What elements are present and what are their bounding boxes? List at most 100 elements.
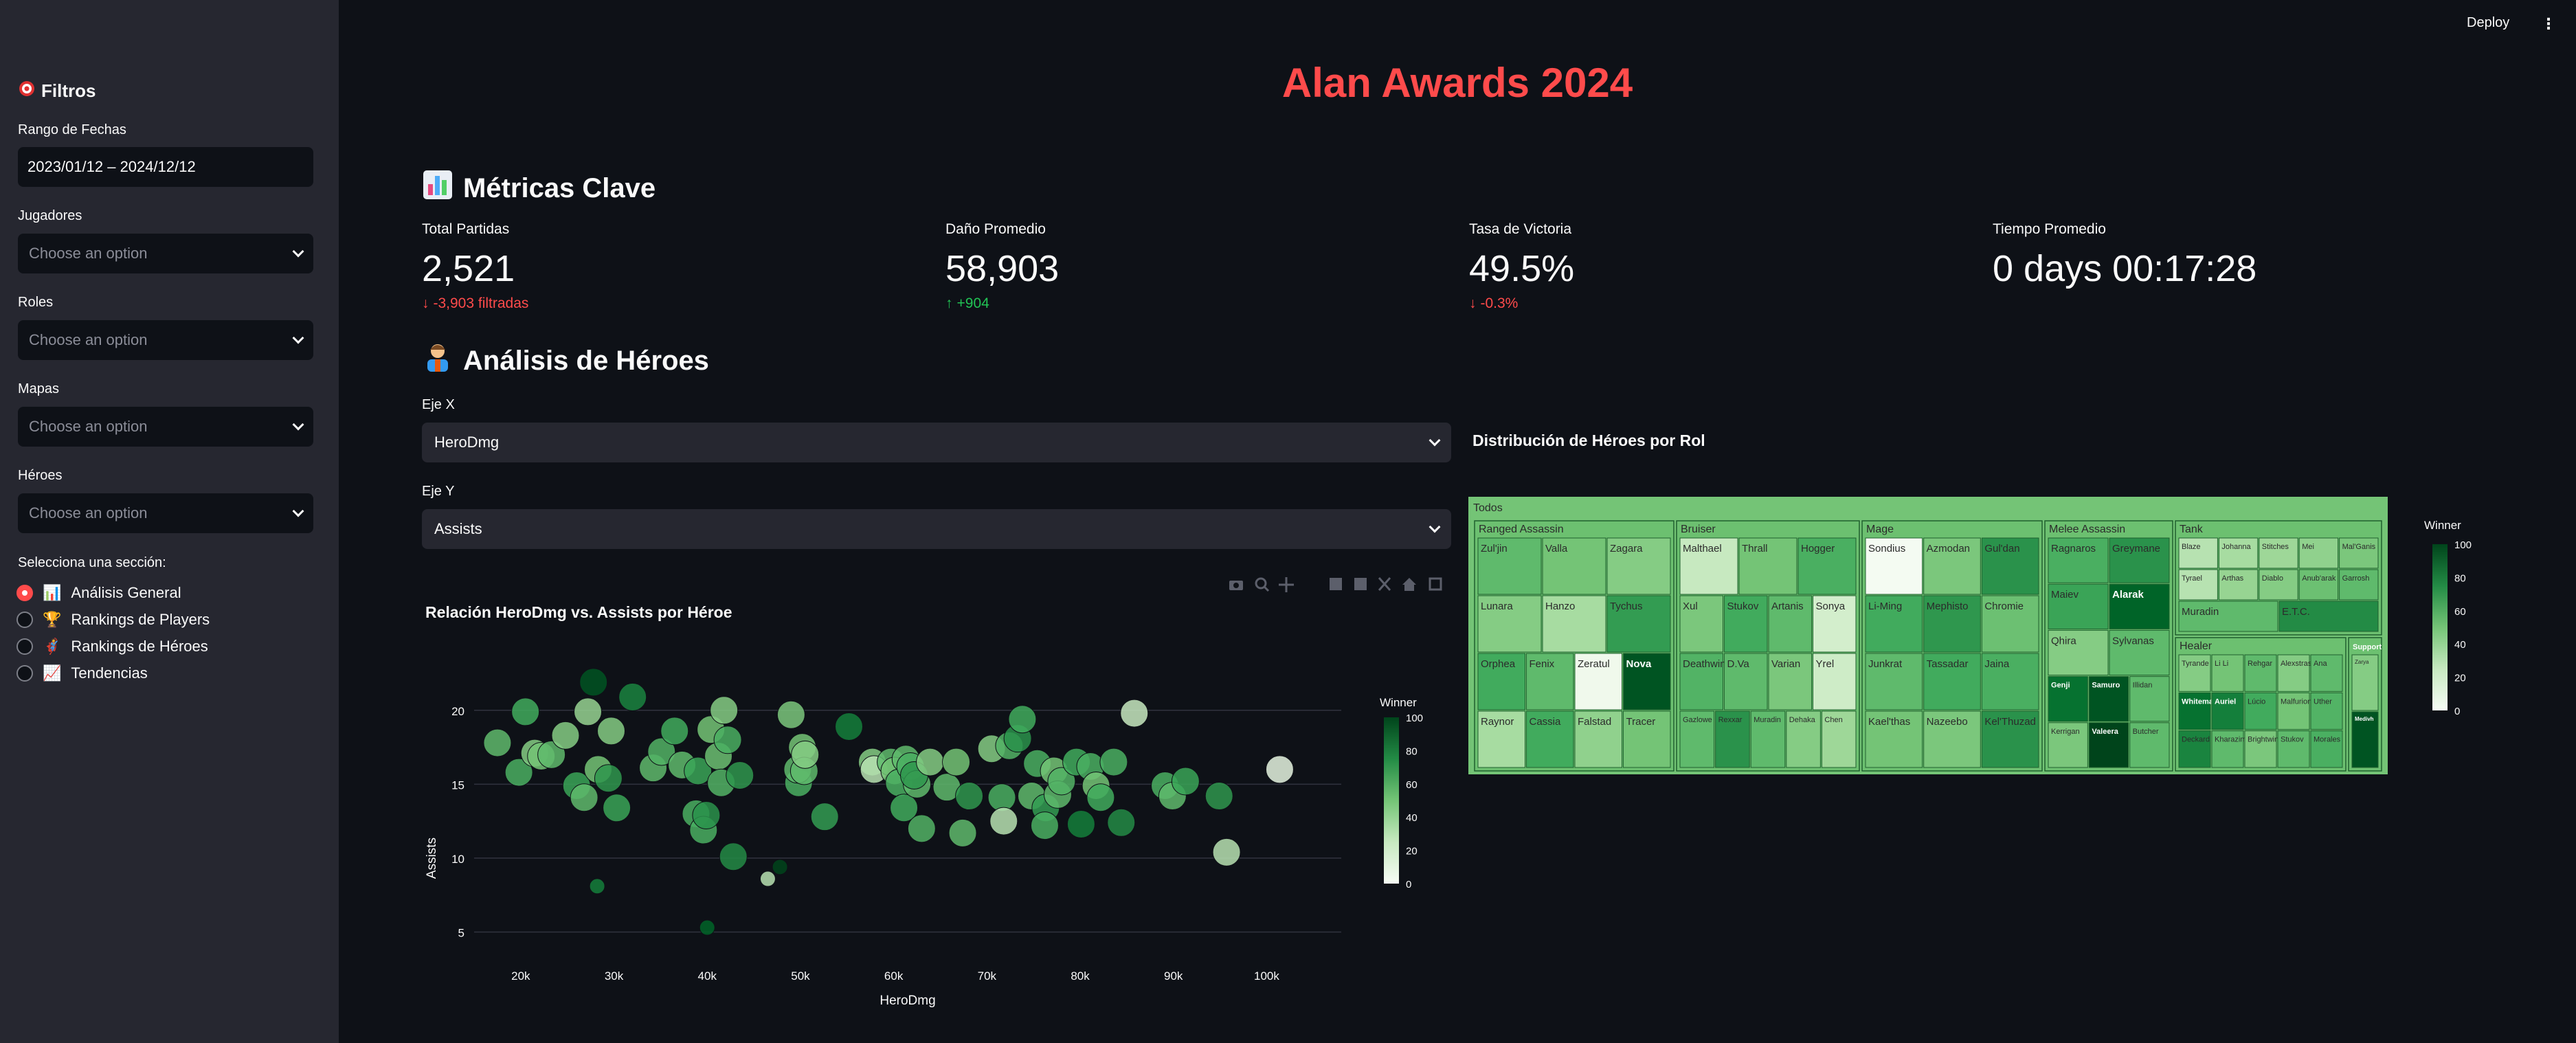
pan-icon[interactable]	[1279, 577, 1294, 592]
colorbar-tick: 80	[2454, 572, 2466, 584]
y-tick-label: 10	[451, 853, 464, 866]
radio-analisis-general[interactable]: 📊 Análisis General	[16, 584, 181, 602]
trend-chart-icon: 📈	[43, 664, 62, 682]
scatter-point	[603, 794, 631, 822]
scatter-chart[interactable]: 5 10 15 20 20k 30k 40k 50k 60k 70k 80k 90k 100k HeroD…	[412, 660, 1457, 1010]
date-range-value: 2023/01/12 – 2024/12/12	[27, 158, 196, 175]
treemap-role-group: Tank Blaze Johanna Stitches Mei Mal'Ganis Tyra…	[2175, 520, 2382, 636]
treemap-hero-label: Varian	[1771, 658, 1800, 670]
treemap-hero-cell	[2129, 676, 2170, 722]
scatter-point	[1107, 808, 1136, 837]
scatter-point	[699, 919, 715, 936]
radio-rankings-heroes[interactable]: 🦸 Rankings de Héroes	[16, 638, 208, 655]
treemap-hero-cell	[2211, 654, 2244, 692]
treemap-hero-label: Genji	[2051, 682, 2070, 690]
axis-x-select[interactable]: HeroDmg	[422, 423, 1451, 462]
treemap-hero-label: Diablo	[2262, 574, 2283, 583]
treemap-hero-cell	[1981, 710, 2039, 768]
treemap-hero-cell	[1526, 653, 1574, 710]
sidebar-title: Filtros	[18, 80, 96, 102]
treemap-hero-label: Junkrat	[1868, 658, 1903, 670]
maps-select[interactable]: Choose an option	[18, 407, 313, 447]
zoom-in-icon[interactable]	[1330, 578, 1342, 590]
roles-label: Roles	[18, 295, 54, 310]
treemap-hero-label: Uther	[2314, 697, 2332, 706]
scatter-point	[1030, 811, 1059, 840]
scatter-point	[511, 697, 540, 726]
autoscale-icon[interactable]	[1378, 577, 1391, 591]
treemap-hero-cell	[1821, 710, 1857, 768]
radio-tendencias[interactable]: 📈 Tendencias	[16, 664, 148, 682]
radio-unselected-icon[interactable]	[16, 612, 33, 628]
scatter-point	[594, 764, 623, 793]
zoom-icon[interactable]	[1255, 577, 1270, 592]
treemap-hero-cell	[1813, 595, 1857, 653]
fullscreen-icon[interactable]	[1429, 577, 1442, 591]
chevron-down-icon	[1429, 521, 1441, 533]
heroes-select[interactable]: Choose an option	[18, 493, 313, 533]
treemap-hero-cell	[1865, 595, 1923, 653]
radio-selected-icon[interactable]	[16, 585, 33, 601]
radio-rankings-players[interactable]: 🏆 Rankings de Players	[16, 611, 210, 629]
treemap-hero-label: Illidan	[2133, 682, 2153, 690]
metric-delta: ↓ -3,903 filtradas	[422, 295, 903, 312]
kebab-menu-icon[interactable]: ⋮	[2541, 15, 2556, 32]
treemap-hero-cell	[2211, 730, 2244, 768]
radio-unselected-icon[interactable]	[16, 665, 33, 682]
treemap-hero-cell	[1477, 710, 1525, 768]
treemap-hero-label: Deathwing	[1683, 658, 1732, 670]
treemap-hero-cell	[1715, 710, 1750, 768]
treemap-hero-cell	[1623, 653, 1671, 710]
chevron-down-icon	[292, 505, 304, 517]
treemap-hero-label: Malfurion	[2281, 697, 2311, 706]
players-select[interactable]: Choose an option	[18, 234, 313, 273]
deploy-button[interactable]: Deploy	[2467, 15, 2510, 30]
scatter-point	[596, 717, 625, 745]
metric-tasa-victoria: Tasa de Victoria 49.5% ↓ -0.3%	[1469, 221, 1950, 312]
treemap-hero-label: Azmodan	[1927, 543, 1970, 554]
treemap-hero-label: Sylvanas	[2112, 635, 2154, 647]
treemap-hero-cell	[2310, 730, 2343, 768]
date-range-input[interactable]: 2023/01/12 – 2024/12/12	[18, 147, 313, 187]
treemap-hero-label: Muradin	[1754, 716, 1781, 724]
chart-modebar	[1229, 577, 1442, 592]
colorbar-tick: 20	[2454, 673, 2466, 684]
roles-select[interactable]: Choose an option	[18, 320, 313, 360]
home-icon[interactable]	[1402, 578, 1416, 591]
camera-icon[interactable]	[1229, 581, 1243, 590]
zoom-out-icon[interactable]	[1354, 578, 1367, 590]
treemap-hero-cell	[1738, 537, 1797, 595]
treemap-hero-cell	[2244, 730, 2277, 768]
treemap-role-group: Mage Sondius Azmodan Gul'dan Li-Ming Mephisto…	[1861, 520, 2043, 772]
treemap-hero-cell	[1981, 537, 2039, 595]
colorbar-tick: 60	[1406, 779, 1418, 791]
treemap-role-label: Healer	[2180, 640, 2213, 652]
scatter-point	[710, 696, 739, 725]
scatter-point	[955, 782, 984, 811]
treemap-hero-label: Hogger	[1801, 543, 1835, 554]
treemap-hero-cell	[1768, 653, 1812, 710]
axis-y-select[interactable]: Assists	[422, 509, 1451, 549]
scatter-point	[1171, 767, 1200, 796]
colorbar-tick: 100	[2454, 539, 2472, 551]
treemap-hero-cell	[2109, 629, 2170, 676]
treemap-chart[interactable]: Todos Ranged Assassin Zul'jin Valla Zagara Lu…	[1468, 496, 2388, 775]
treemap-hero-cell	[2088, 676, 2129, 722]
treemap-hero-cell	[1679, 710, 1715, 768]
treemap-hero-label: Muradin	[2182, 606, 2219, 618]
treemap-hero-label: Lúcio	[2248, 697, 2265, 706]
treemap-hero-label: Tracer	[1626, 716, 1656, 728]
treemap-hero-label: Alexstrasza	[2281, 660, 2320, 668]
treemap-hero-cell	[2048, 537, 2109, 583]
treemap-hero-label: Nazeebo	[1927, 716, 1968, 728]
scatter-point	[483, 728, 512, 757]
treemap-hero-cell	[1574, 710, 1622, 768]
scatter-point	[1008, 705, 1037, 734]
metric-delta-text: -3,903 filtradas	[433, 295, 529, 311]
radio-unselected-icon[interactable]	[16, 638, 33, 655]
treemap-hero-cell	[2048, 629, 2109, 676]
treemap-hero-cell	[2218, 569, 2259, 601]
metric-label: Daño Promedio	[945, 221, 1046, 237]
treemap-hero-cell	[2178, 601, 2278, 632]
scatter-point	[726, 761, 754, 789]
